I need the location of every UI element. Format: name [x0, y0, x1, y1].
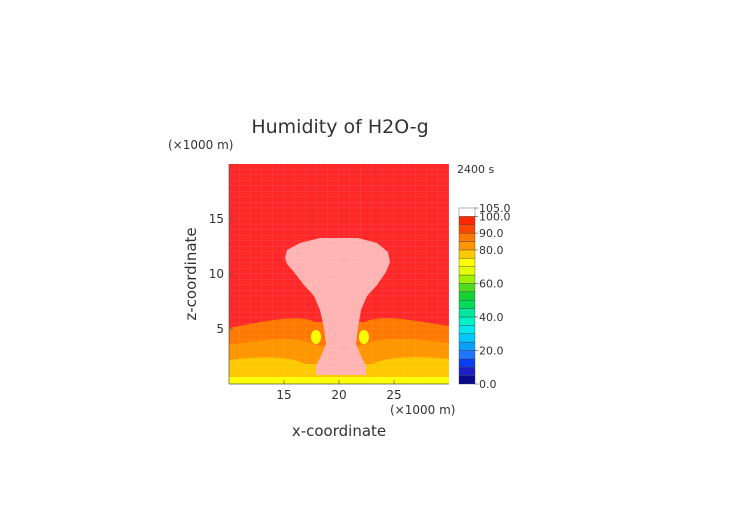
- colorbar-label: 90.0: [479, 227, 504, 240]
- x-axis: 15 20 25: [229, 380, 449, 402]
- colorbar-label: 105.0: [479, 202, 511, 215]
- colorbar-swatch: [458, 299, 476, 309]
- y-axis-label: z-coordinate: [182, 227, 200, 320]
- colorbar-swatch: [458, 367, 476, 376]
- colorbar-swatch: [458, 249, 476, 259]
- colorbar-swatch: [458, 207, 476, 217]
- colorbar-swatch: [458, 274, 476, 284]
- x-tick-label: 20: [331, 388, 346, 402]
- grid-overlay: [229, 164, 449, 384]
- colorbar-swatch: [458, 291, 476, 301]
- x-tick-label: 25: [386, 388, 401, 402]
- y-tick-label: 15: [209, 212, 224, 226]
- x-tick-label: 15: [276, 388, 291, 402]
- colorbar-swatch: [458, 341, 476, 351]
- colorbar-swatch: [458, 375, 476, 385]
- plot-area: [229, 164, 449, 384]
- colorbar-swatch: [458, 232, 476, 242]
- colorbar-swatch: [458, 325, 476, 334]
- colorbar-swatch: [458, 216, 476, 225]
- chart-title: Humidity of H2O-g: [251, 116, 428, 138]
- colorbar-swatch: [458, 224, 476, 234]
- colorbar-label: 100.0: [479, 210, 511, 223]
- colorbar-label: 40.0: [479, 311, 504, 324]
- colorbar-label: 60.0: [479, 277, 504, 290]
- colorbar-swatch: [458, 333, 476, 343]
- colorbar-swatch: [458, 308, 476, 318]
- colorbar-swatch: [458, 358, 476, 368]
- y-tick-label: 5: [216, 322, 224, 336]
- y-tick-label: 10: [209, 267, 224, 281]
- x-axis-label: x-coordinate: [292, 422, 386, 440]
- y-axis: 5 10 15: [209, 164, 233, 384]
- colorbar-swatch: [458, 283, 476, 293]
- colorbar-swatch: [458, 316, 476, 326]
- colorbar-swatch: [458, 350, 476, 360]
- colorbar-swatch: [458, 258, 476, 267]
- colorbar-label: 80.0: [479, 244, 504, 257]
- colorbar-swatch: [458, 241, 476, 251]
- x-unit-label: (×1000 m): [390, 403, 455, 417]
- colorbar-label: 0.0: [479, 378, 497, 391]
- colorbar-label: 20.0: [479, 344, 504, 357]
- time-label: 2400 s: [457, 163, 494, 176]
- y-unit-label: (×1000 m): [168, 138, 233, 152]
- colorbar-swatch: [458, 266, 476, 276]
